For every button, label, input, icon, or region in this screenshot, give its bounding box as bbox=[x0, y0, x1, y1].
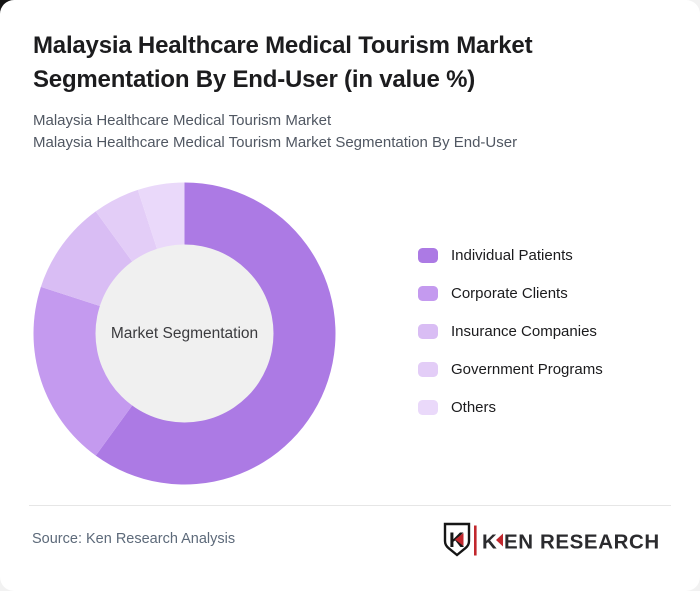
source-note: Source: Ken Research Analysis bbox=[32, 531, 236, 547]
logo-text-k: K bbox=[482, 531, 497, 554]
donut-svg bbox=[33, 182, 336, 485]
chart-subtitle: Malaysia Healthcare Medical Tourism Mark… bbox=[33, 110, 517, 154]
footer-divider bbox=[29, 505, 671, 506]
donut-chart: Market Segmentation bbox=[33, 182, 336, 485]
legend-label: Individual Patients bbox=[451, 246, 573, 264]
donut-hole bbox=[95, 244, 274, 423]
legend-swatch bbox=[418, 399, 438, 415]
legend-item: Insurance Companies bbox=[418, 322, 603, 340]
legend-swatch bbox=[418, 247, 438, 263]
legend-item: Corporate Clients bbox=[418, 284, 603, 302]
subtitle-line-2: Malaysia Healthcare Medical Tourism Mark… bbox=[33, 134, 518, 151]
subtitle-line-1: Malaysia Healthcare Medical Tourism Mark… bbox=[33, 112, 332, 129]
logo-text-arrow-icon bbox=[496, 533, 503, 547]
legend-label: Corporate Clients bbox=[451, 284, 568, 302]
chart-title: Malaysia Healthcare Medical Tourism Mark… bbox=[33, 32, 533, 93]
legend-label: Insurance Companies bbox=[451, 322, 597, 340]
ken-research-logo: K K EN RESEARCH bbox=[442, 522, 670, 564]
ken-research-logo-svg: K K EN RESEARCH bbox=[443, 522, 660, 557]
legend-swatch bbox=[418, 285, 438, 301]
legend: Individual Patients Corporate Clients Insu… bbox=[418, 246, 603, 416]
legend-label: Others bbox=[451, 398, 497, 416]
legend-swatch bbox=[418, 361, 438, 377]
legend-label: Government Programs bbox=[451, 360, 603, 378]
legend-item: Government Programs bbox=[418, 360, 603, 378]
logo-separator bbox=[474, 525, 477, 556]
legend-item: Others bbox=[418, 398, 603, 416]
logo-text-rest: EN RESEARCH bbox=[504, 531, 660, 554]
legend-item: Individual Patients bbox=[418, 246, 603, 264]
legend-swatch bbox=[418, 323, 438, 339]
logo-shield-arrow-icon bbox=[455, 533, 464, 546]
